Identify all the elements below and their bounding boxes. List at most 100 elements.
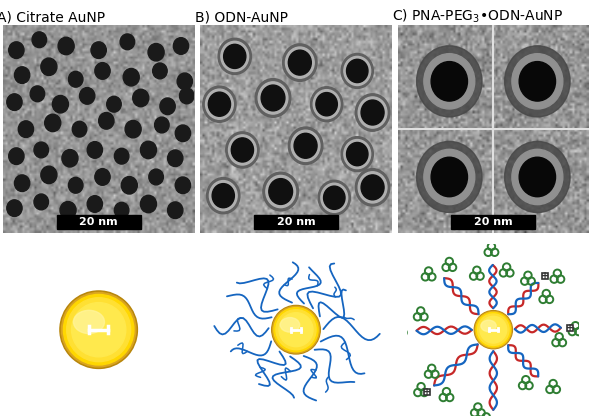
Circle shape — [52, 95, 69, 113]
Circle shape — [291, 130, 320, 161]
Ellipse shape — [73, 310, 104, 333]
Circle shape — [519, 62, 555, 101]
Circle shape — [133, 89, 149, 107]
Circle shape — [282, 44, 317, 81]
Ellipse shape — [67, 298, 131, 362]
Circle shape — [261, 85, 285, 111]
Circle shape — [263, 172, 298, 211]
Circle shape — [512, 54, 563, 109]
Circle shape — [44, 114, 61, 131]
Circle shape — [226, 132, 259, 168]
Circle shape — [32, 32, 47, 47]
Bar — [451, 215, 535, 229]
Circle shape — [318, 180, 350, 215]
Circle shape — [177, 73, 192, 89]
Ellipse shape — [274, 307, 318, 352]
Circle shape — [69, 177, 83, 193]
Bar — [57, 215, 141, 229]
Circle shape — [125, 121, 141, 138]
Ellipse shape — [60, 291, 137, 368]
Ellipse shape — [72, 302, 126, 357]
Circle shape — [545, 296, 548, 299]
Circle shape — [114, 202, 129, 218]
Circle shape — [107, 96, 121, 112]
Circle shape — [490, 249, 493, 251]
Ellipse shape — [276, 310, 316, 350]
Circle shape — [358, 172, 387, 203]
Circle shape — [179, 88, 194, 104]
Circle shape — [34, 194, 49, 210]
Bar — [542, 273, 548, 279]
Text: 20 nm: 20 nm — [79, 217, 118, 227]
Circle shape — [288, 50, 311, 75]
Ellipse shape — [478, 314, 509, 345]
Circle shape — [445, 394, 448, 396]
Circle shape — [91, 42, 107, 58]
Circle shape — [477, 410, 479, 412]
Circle shape — [344, 56, 371, 86]
Circle shape — [210, 181, 237, 211]
Circle shape — [123, 68, 139, 86]
Circle shape — [420, 389, 422, 391]
Circle shape — [155, 117, 169, 133]
Circle shape — [506, 270, 508, 272]
Circle shape — [203, 86, 236, 122]
Circle shape — [148, 44, 164, 61]
Circle shape — [431, 62, 468, 101]
Circle shape — [341, 53, 374, 88]
Circle shape — [173, 38, 189, 54]
Circle shape — [258, 82, 288, 114]
Ellipse shape — [279, 313, 313, 346]
Circle shape — [175, 125, 191, 142]
Circle shape — [60, 202, 76, 219]
Text: C) PNA-PEG$_3$•ODN-AuNP: C) PNA-PEG$_3$•ODN-AuNP — [392, 8, 563, 25]
Text: +: + — [566, 323, 574, 333]
Circle shape — [430, 371, 433, 373]
Circle shape — [355, 169, 390, 206]
Circle shape — [255, 79, 291, 117]
Circle shape — [519, 157, 555, 197]
Text: A) Citrate AuNP: A) Citrate AuNP — [0, 10, 105, 24]
Circle shape — [218, 38, 252, 74]
Circle shape — [224, 45, 246, 68]
Circle shape — [417, 142, 482, 213]
Circle shape — [427, 273, 430, 276]
Circle shape — [140, 195, 156, 213]
Circle shape — [7, 200, 22, 216]
Circle shape — [341, 136, 374, 171]
Circle shape — [7, 94, 22, 110]
Circle shape — [231, 138, 253, 162]
Circle shape — [58, 37, 74, 55]
Circle shape — [475, 273, 478, 275]
Circle shape — [417, 46, 482, 117]
Circle shape — [41, 166, 57, 184]
Circle shape — [30, 86, 44, 102]
Circle shape — [552, 386, 554, 388]
Ellipse shape — [280, 318, 300, 332]
Circle shape — [424, 150, 475, 205]
Circle shape — [358, 97, 387, 128]
Circle shape — [175, 177, 191, 194]
Circle shape — [79, 87, 95, 104]
Circle shape — [431, 157, 468, 197]
Circle shape — [313, 89, 340, 119]
Circle shape — [153, 63, 167, 79]
Circle shape — [149, 169, 163, 185]
Circle shape — [512, 150, 563, 205]
Circle shape — [355, 94, 390, 131]
Circle shape — [41, 58, 57, 76]
Text: 20 nm: 20 nm — [276, 217, 316, 227]
Circle shape — [14, 67, 30, 84]
Circle shape — [221, 41, 249, 71]
Circle shape — [361, 100, 384, 125]
Circle shape — [121, 176, 137, 194]
Ellipse shape — [474, 311, 513, 349]
Circle shape — [168, 150, 183, 167]
Circle shape — [398, 329, 401, 332]
Circle shape — [18, 121, 34, 137]
Circle shape — [324, 186, 345, 210]
Ellipse shape — [63, 294, 134, 365]
Ellipse shape — [481, 320, 496, 332]
Circle shape — [34, 142, 49, 158]
Circle shape — [266, 176, 295, 207]
